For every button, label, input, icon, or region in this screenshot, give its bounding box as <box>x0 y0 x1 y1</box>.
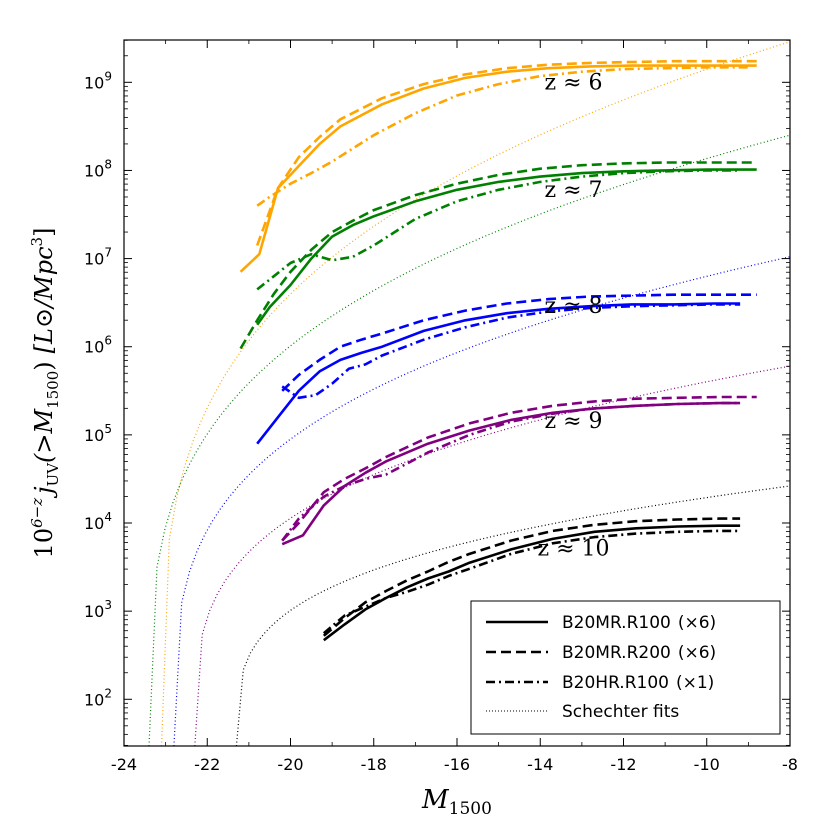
y-axis-title-j-sub: UV <box>44 462 62 487</box>
series-dashdot-z10 <box>322 529 741 635</box>
y-tick-label: 102 <box>84 686 112 709</box>
z-label-4: z ≈ 10 <box>538 537 610 562</box>
y-tick-label: 109 <box>84 69 112 92</box>
y-axis-title-j: j <box>30 486 58 499</box>
y-tick-label: 106 <box>84 334 112 357</box>
z-label-1: z ≈ 7 <box>545 178 603 203</box>
series-layer <box>148 41 790 746</box>
y-axis-title-arg-sub: 1500 <box>44 371 62 409</box>
series-solid-z8 <box>256 302 741 445</box>
legend-label-solid: B20MR.R100 (×6) <box>562 613 716 633</box>
series-dashdot-z6 <box>256 66 749 207</box>
y-axis-title-units-sup: 3 <box>28 237 46 247</box>
legend: B20MR.R100 (×6) B20MR.R200 (×6) B20HR.R100… <box>470 600 781 735</box>
schechter-fit-z8 <box>173 256 790 746</box>
y-tick-label: 107 <box>84 246 112 269</box>
x-tick-label: -12 <box>610 755 636 774</box>
z-label-2: z ≈ 8 <box>545 294 603 319</box>
x-tick-label: -24 <box>111 755 137 774</box>
series-dashed-z8 <box>281 293 757 392</box>
x-tick-label: -22 <box>194 755 220 774</box>
x-tick-label: -10 <box>694 755 720 774</box>
y-tick-label: 108 <box>84 157 112 180</box>
y-axis-title-arg-close: ) <box>30 361 58 370</box>
z-label-0: z ≈ 6 <box>545 70 603 95</box>
y-tick-label: 103 <box>84 598 112 621</box>
x-axis-title-sub: 1500 <box>449 799 492 819</box>
legend-label-dashdot: B20HR.R100 (×1) <box>562 673 714 693</box>
legend-label-dashed-factor: (×6) <box>678 643 716 663</box>
y-axis-title: 106−zjUV(>M1500) [L⊙/Mpc3] <box>28 228 62 559</box>
redshift-labels: z ≈ 6 z ≈ 7 z ≈ 8 z ≈ 9 z ≈ 10 <box>538 70 610 561</box>
x-tick-label: -14 <box>527 755 553 774</box>
series-dashed-z7 <box>239 161 757 350</box>
y-tick-label: 104 <box>84 510 112 533</box>
legend-label-dotted: Schechter fits <box>562 702 679 722</box>
series-dashdot-z7 <box>256 169 741 291</box>
x-tick-label: -18 <box>361 755 387 774</box>
x-tick-label: -8 <box>782 755 798 774</box>
legend-label-solid-factor: (×6) <box>678 613 716 633</box>
legend-label-dashdot-factor: (×1) <box>676 673 714 693</box>
y-tick-label: 105 <box>84 422 112 445</box>
x-axis-title-main: M <box>421 785 450 815</box>
legend-label-solid-name: B20MR.R100 <box>562 613 671 633</box>
z-label-3: z ≈ 9 <box>545 409 603 434</box>
x-axis-title: M1500 <box>421 785 492 819</box>
legend-label-dashed-name: B20MR.R200 <box>562 643 671 663</box>
y-axis-title-arg: (>M <box>30 407 58 462</box>
y-axis-title-units: [L⊙/Mpc <box>30 246 58 353</box>
legend-label-dashdot-name: B20HR.R100 <box>562 673 669 693</box>
x-tick-label: -20 <box>277 755 303 774</box>
x-tick-label: -16 <box>444 755 470 774</box>
y-axis-title-units-close: ] <box>30 228 58 237</box>
legend-label-dashed: B20MR.R200 (×6) <box>562 643 716 663</box>
series-solid-z6 <box>239 64 757 273</box>
series-dashed-z9 <box>281 395 757 542</box>
y-axis-title-prefix-sup: 6−z <box>28 498 46 528</box>
series-dashed-z10 <box>322 517 741 637</box>
schechter-fit-z7 <box>148 134 790 746</box>
series-dashed-z6 <box>255 59 757 246</box>
series-solid-z10 <box>323 524 741 642</box>
y-axis-ticks: 102 103 104 105 106 107 108 109 <box>84 39 790 746</box>
x-axis-ticks: -24 -22 -20 -18 -16 -14 -12 -10 -8 <box>111 40 798 774</box>
series-solid-z9 <box>281 401 741 546</box>
y-axis-title-prefix: 10 <box>30 528 58 559</box>
